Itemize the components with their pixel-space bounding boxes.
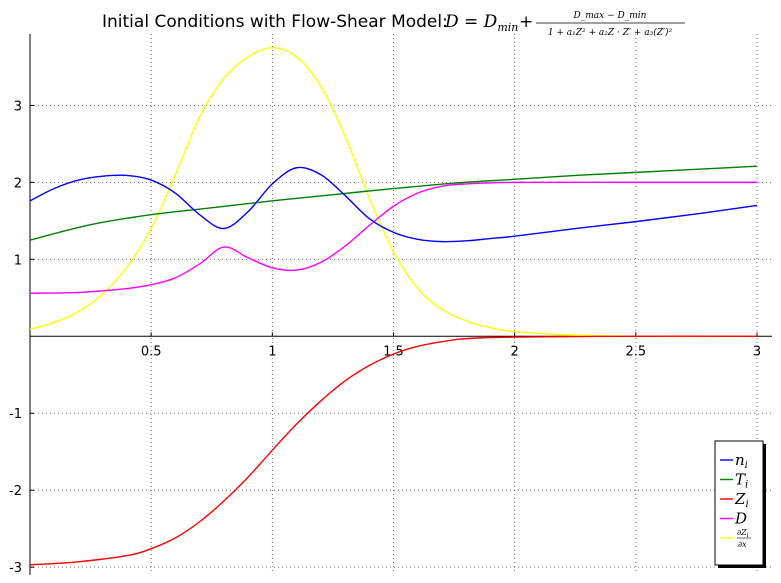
legend-label-t-i: Ti — [735, 471, 748, 491]
y-tick-label-4: 2 — [14, 176, 22, 191]
series-line-t-i — [29, 165, 758, 241]
formula-lhs-sub: min — [497, 21, 518, 34]
legend-label-dz-i-dx-denominator: ∂x — [738, 540, 747, 549]
legend-label-n-i: ni — [735, 451, 748, 471]
x-tick-label-4: 2.5 — [625, 344, 646, 359]
legend-box — [714, 440, 764, 566]
legend-label-t-i-sub: i — [745, 480, 748, 491]
series-line-dz-i-dx — [29, 46, 758, 338]
series-line-z-i — [29, 335, 758, 566]
chart-title-formula-numerator: D_max − D_min — [573, 11, 647, 21]
y-tick-label-0: -3 — [9, 561, 22, 576]
legend-label-z-i: Zi — [734, 490, 749, 510]
chart-title-formula-plus: + — [519, 12, 533, 32]
y-tick-label-3: 1 — [14, 253, 22, 268]
legend-label-dz-i-dx-numerator: ∂Zi — [737, 528, 749, 539]
x-tick-label-1: 1 — [268, 344, 276, 359]
y-tick-label-2: -1 — [9, 407, 22, 422]
chart-title-formula-lhs: D = Dmin — [444, 12, 518, 34]
x-tick-label-5: 3 — [753, 344, 761, 359]
series-lines — [29, 46, 758, 566]
legend-label-d: D — [734, 510, 747, 528]
chart-title: Initial Conditions with Flow-Shear Model… — [102, 11, 685, 38]
legend-label-dz-i-dx-numerator-sub: i — [747, 532, 749, 539]
axes — [29, 34, 772, 575]
x-tick-label-0: 0.5 — [141, 344, 162, 359]
series-line-n-i — [29, 166, 758, 243]
x-tick-label-3: 2 — [511, 344, 519, 359]
y-tick-label-5: 3 — [14, 99, 22, 114]
chart-title-text: Initial Conditions with Flow-Shear Model… — [102, 12, 448, 32]
formula-lhs: D = D — [444, 12, 498, 32]
legend-label-n-i-sub: i — [745, 460, 748, 471]
y-tick-label-1: -2 — [9, 484, 22, 499]
series-line-d — [29, 181, 757, 294]
grid — [30, 34, 772, 571]
chart-title-formula-denominator: 1 + a₁Z² + a₂Z · Z′ + a₃(Z′)² — [548, 27, 673, 38]
legend-label-z-i-sub: i — [745, 499, 748, 510]
